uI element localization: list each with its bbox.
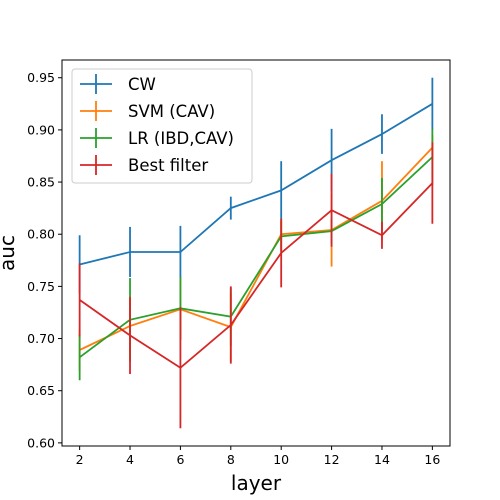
series-line [79, 182, 434, 369]
x-tick-label: 14 [374, 452, 390, 467]
y-tick-label: 0.65 [27, 383, 55, 398]
y-tick-label: 0.60 [27, 435, 55, 450]
legend-label: LR (IBD,CAV) [128, 129, 234, 148]
legend-label: CW [128, 75, 156, 94]
y-tick-label: 0.90 [27, 122, 55, 137]
series-line [79, 146, 434, 351]
legend-item: Best filter [80, 155, 208, 175]
y-axis-label: auc [0, 235, 19, 271]
plot-frame [61, 59, 451, 447]
legend-label: Best filter [128, 156, 208, 175]
x-tick-label: 6 [176, 452, 184, 467]
y-tick-label: 0.80 [27, 227, 55, 242]
series-3 [78, 142, 434, 429]
x-tick-label: 4 [126, 452, 134, 467]
x-tick-label: 12 [324, 452, 340, 467]
x-tick-label: 10 [273, 452, 289, 467]
x-tick-label: 16 [424, 452, 440, 467]
legend-item: SVM (CAV) [80, 101, 215, 121]
series-line [79, 103, 433, 266]
x-axis-label: layer [231, 471, 282, 495]
legend-item: LR (IBD,CAV) [80, 128, 234, 148]
legend-box [71, 68, 253, 184]
x-axis: 2 4 6 8 10 12 14 16 [76, 446, 440, 467]
x-tick-label: 2 [76, 452, 84, 467]
series-line [79, 156, 434, 359]
y-tick-label: 0.75 [27, 279, 55, 294]
y-tick-label: 0.70 [27, 331, 55, 346]
y-tick-label: 0.95 [27, 70, 55, 85]
plot-area [78, 77, 434, 429]
x-tick-label: 8 [227, 452, 235, 467]
y-axis: 0.60 0.65 0.70 0.75 0.80 0.85 0.90 0.95 [27, 70, 62, 450]
legend-label: SVM (CAV) [128, 102, 215, 121]
legend: CW SVM (CAV) LR (IBD,CAV) Best filter [71, 68, 253, 184]
y-tick-label: 0.85 [27, 175, 55, 190]
legend-item: CW [80, 74, 156, 94]
